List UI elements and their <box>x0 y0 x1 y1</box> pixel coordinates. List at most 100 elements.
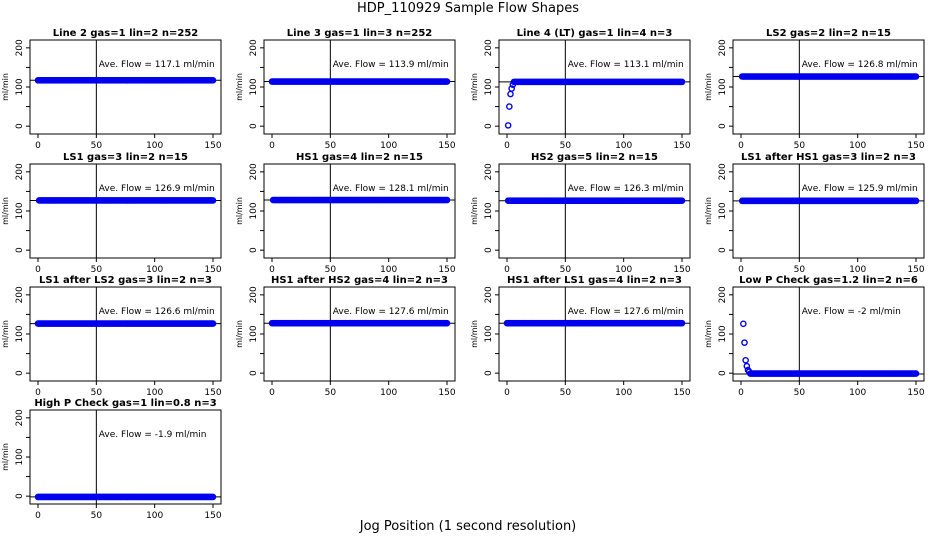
y-axis-label: ml/min <box>235 73 244 101</box>
x-tick-label: 0 <box>35 511 41 521</box>
x-tick-label: 100 <box>849 265 866 275</box>
y-tick-label: 0 <box>718 370 728 376</box>
x-tick-label: 150 <box>438 141 455 151</box>
x-tick-label: 150 <box>204 265 221 275</box>
plot-frame <box>732 286 925 382</box>
chart-panel: LS1 after LS2 gas=3 lin=2 n=3 ml/min 0 50 10… <box>1 275 222 398</box>
x-tick-label: 100 <box>615 141 632 151</box>
y-tick-label: 200 <box>15 163 25 180</box>
x-tick-label: 50 <box>91 511 103 521</box>
y-axis-label: ml/min <box>235 320 244 348</box>
y-tick-label: 0 <box>249 123 259 129</box>
y-tick-label: 200 <box>15 409 25 426</box>
x-tick-label: 150 <box>204 388 221 398</box>
x-tick-label: 150 <box>438 265 455 275</box>
chart-panel: Low P Check gas=1.2 lin=2 n=6 ml/min 0 50 10… <box>704 275 925 398</box>
chart-panel: LS2 gas=2 lin=2 n=15 ml/min 0 50 100 150 0 100 2… <box>704 28 925 151</box>
x-tick-label: 0 <box>504 141 510 151</box>
plot-frame <box>732 163 925 259</box>
y-axis-label: ml/min <box>1 73 10 101</box>
x-tick-label: 50 <box>325 141 337 151</box>
y-tick-label: 200 <box>718 39 728 56</box>
y-tick-label: 200 <box>15 39 25 56</box>
average-flow-annotation: Ave. Flow = 113.9 ml/min <box>333 60 449 70</box>
y-axis-label: ml/min <box>1 197 10 225</box>
y-tick-label: 100 <box>484 325 494 342</box>
x-tick-label: 50 <box>325 265 337 275</box>
data-point <box>209 197 217 204</box>
x-tick-label: 0 <box>35 388 41 398</box>
y-tick-label: 100 <box>249 78 259 95</box>
figure-x-axis-label: Jog Position (1 second resolution) <box>359 519 577 534</box>
chart-panel: High P Check gas=1 lin=0.8 n=3 ml/min 0 50 1… <box>1 398 222 521</box>
x-tick-label: 0 <box>269 141 275 151</box>
x-tick-label: 100 <box>146 141 163 151</box>
x-tick-label: 100 <box>615 265 632 275</box>
x-tick-label: 50 <box>794 265 806 275</box>
y-tick-label: 100 <box>249 202 259 219</box>
y-axis-label: ml/min <box>470 73 479 101</box>
x-tick-label: 50 <box>560 265 572 275</box>
y-tick-label: 100 <box>249 325 259 342</box>
y-tick-label: 200 <box>249 163 259 180</box>
average-flow-annotation: Ave. Flow = 127.6 ml/min <box>333 307 449 317</box>
chart-title: Line 4 (LT) gas=1 lin=4 n=3 <box>517 28 673 39</box>
y-tick-label: 200 <box>484 286 494 303</box>
x-tick-label: 100 <box>380 141 397 151</box>
average-flow-annotation: Ave. Flow = 117.1 ml/min <box>99 60 215 70</box>
chart-title: Line 3 gas=1 lin=3 n=252 <box>287 28 433 39</box>
plot-frame <box>29 409 222 505</box>
data-point <box>742 356 749 364</box>
x-tick-label: 50 <box>325 388 337 398</box>
x-tick-label: 50 <box>560 388 572 398</box>
data-point <box>743 362 751 370</box>
y-tick-label: 100 <box>484 78 494 95</box>
chart-title: LS1 after HS1 gas=3 lin=2 n=3 <box>741 152 916 163</box>
plot-frame <box>498 39 691 135</box>
data-point <box>678 78 686 86</box>
average-flow-annotation: Ave. Flow = 125.9 ml/min <box>802 184 918 194</box>
plot-frame <box>29 163 222 259</box>
data-point <box>745 368 753 375</box>
y-tick-label: 100 <box>15 78 25 95</box>
x-tick-label: 50 <box>91 141 103 151</box>
chart-panel: HS1 after HS2 gas=4 lin=2 n=3 ml/min 0 50 10… <box>235 275 456 398</box>
chart-panel: LS1 after HS1 gas=3 lin=2 n=3 ml/min 0 50 10… <box>704 152 925 275</box>
chart-title: Line 2 gas=1 lin=2 n=252 <box>53 28 199 39</box>
x-tick-label: 0 <box>35 265 41 275</box>
y-tick-label: 100 <box>718 325 728 342</box>
y-tick-label: 200 <box>718 286 728 303</box>
y-tick-label: 200 <box>249 286 259 303</box>
plot-frame <box>732 39 925 135</box>
x-tick-label: 100 <box>849 388 866 398</box>
y-axis-label: ml/min <box>704 320 713 348</box>
data-point <box>509 81 517 88</box>
y-tick-label: 0 <box>718 247 728 253</box>
y-axis-label: ml/min <box>470 320 479 348</box>
y-tick-label: 0 <box>15 247 25 253</box>
y-tick-label: 0 <box>484 370 494 376</box>
x-tick-label: 150 <box>673 388 690 398</box>
x-tick-label: 50 <box>794 141 806 151</box>
y-tick-label: 0 <box>249 370 259 376</box>
plot-frame <box>263 286 456 382</box>
data-point <box>209 320 217 327</box>
x-tick-label: 150 <box>673 265 690 275</box>
chart-title: HS2 gas=5 lin=2 n=15 <box>531 152 658 163</box>
y-tick-label: 200 <box>15 286 25 303</box>
data-point <box>209 493 217 501</box>
y-tick-label: 0 <box>484 247 494 253</box>
x-tick-label: 0 <box>738 265 744 275</box>
plot-frame <box>263 39 456 135</box>
y-tick-label: 0 <box>249 247 259 253</box>
chart-panel: Line 2 gas=1 lin=2 n=252 ml/min 0 50 100 150 0… <box>1 28 222 151</box>
y-tick-label: 100 <box>15 448 25 465</box>
average-flow-annotation: Ave. Flow = 127.6 ml/min <box>568 307 684 317</box>
chart-panel: HS1 gas=4 lin=2 n=15 ml/min 0 50 100 150 0 100 2… <box>235 152 456 275</box>
data-point <box>678 197 686 204</box>
chart-panel: HS1 after LS1 gas=4 lin=2 n=3 ml/min 0 50 10… <box>470 275 691 398</box>
data-point <box>740 320 747 328</box>
data-point <box>443 196 451 204</box>
y-axis-label: ml/min <box>235 197 244 225</box>
